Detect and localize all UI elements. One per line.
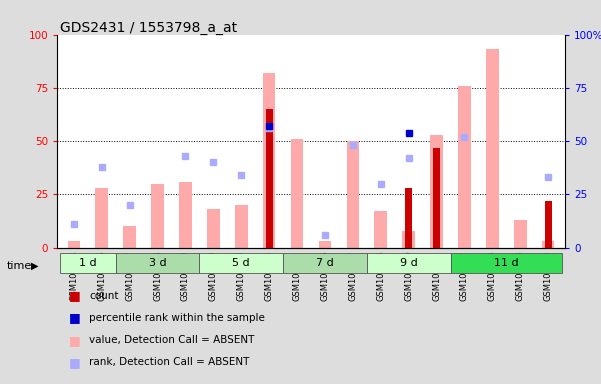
Bar xyxy=(458,86,471,248)
Bar xyxy=(451,253,562,273)
Bar xyxy=(96,188,108,248)
Bar xyxy=(545,201,552,248)
Bar xyxy=(486,50,499,248)
Bar xyxy=(405,188,412,248)
Bar xyxy=(283,253,367,273)
Bar xyxy=(291,139,304,248)
Text: 5 d: 5 d xyxy=(233,258,250,268)
Text: 3 d: 3 d xyxy=(148,258,166,268)
Text: 1 d: 1 d xyxy=(79,258,97,268)
Bar xyxy=(403,231,415,248)
Text: ■: ■ xyxy=(69,356,81,369)
Bar xyxy=(67,241,80,248)
Text: 7 d: 7 d xyxy=(316,258,334,268)
Bar xyxy=(151,184,164,248)
Text: ■: ■ xyxy=(69,289,81,302)
Text: count: count xyxy=(89,291,118,301)
Bar xyxy=(123,227,136,248)
Text: value, Detection Call = ABSENT: value, Detection Call = ABSENT xyxy=(89,335,254,345)
Bar xyxy=(374,212,387,248)
Bar xyxy=(433,147,440,248)
Bar xyxy=(179,182,192,248)
Bar xyxy=(266,109,273,248)
Text: GDS2431 / 1553798_a_at: GDS2431 / 1553798_a_at xyxy=(60,21,237,35)
Bar xyxy=(235,205,248,248)
Bar xyxy=(319,241,331,248)
Bar xyxy=(115,253,200,273)
Bar xyxy=(514,220,526,248)
Bar xyxy=(60,253,115,273)
Bar xyxy=(207,209,219,248)
Text: ■: ■ xyxy=(69,334,81,347)
Text: time: time xyxy=(7,261,32,271)
Bar xyxy=(347,141,359,248)
Bar xyxy=(263,73,275,248)
Bar xyxy=(200,253,283,273)
Bar xyxy=(542,241,555,248)
Text: percentile rank within the sample: percentile rank within the sample xyxy=(89,313,265,323)
Text: ■: ■ xyxy=(69,311,81,324)
Bar xyxy=(430,135,443,248)
Text: 9 d: 9 d xyxy=(400,258,418,268)
Text: 11 d: 11 d xyxy=(494,258,519,268)
Text: ▶: ▶ xyxy=(31,261,38,271)
Text: rank, Detection Call = ABSENT: rank, Detection Call = ABSENT xyxy=(89,358,249,367)
Bar xyxy=(367,253,451,273)
